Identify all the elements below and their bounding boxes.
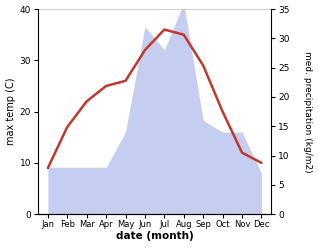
Y-axis label: max temp (C): max temp (C)	[5, 78, 16, 145]
X-axis label: date (month): date (month)	[116, 231, 194, 242]
Y-axis label: med. precipitation (kg/m2): med. precipitation (kg/m2)	[303, 51, 313, 172]
